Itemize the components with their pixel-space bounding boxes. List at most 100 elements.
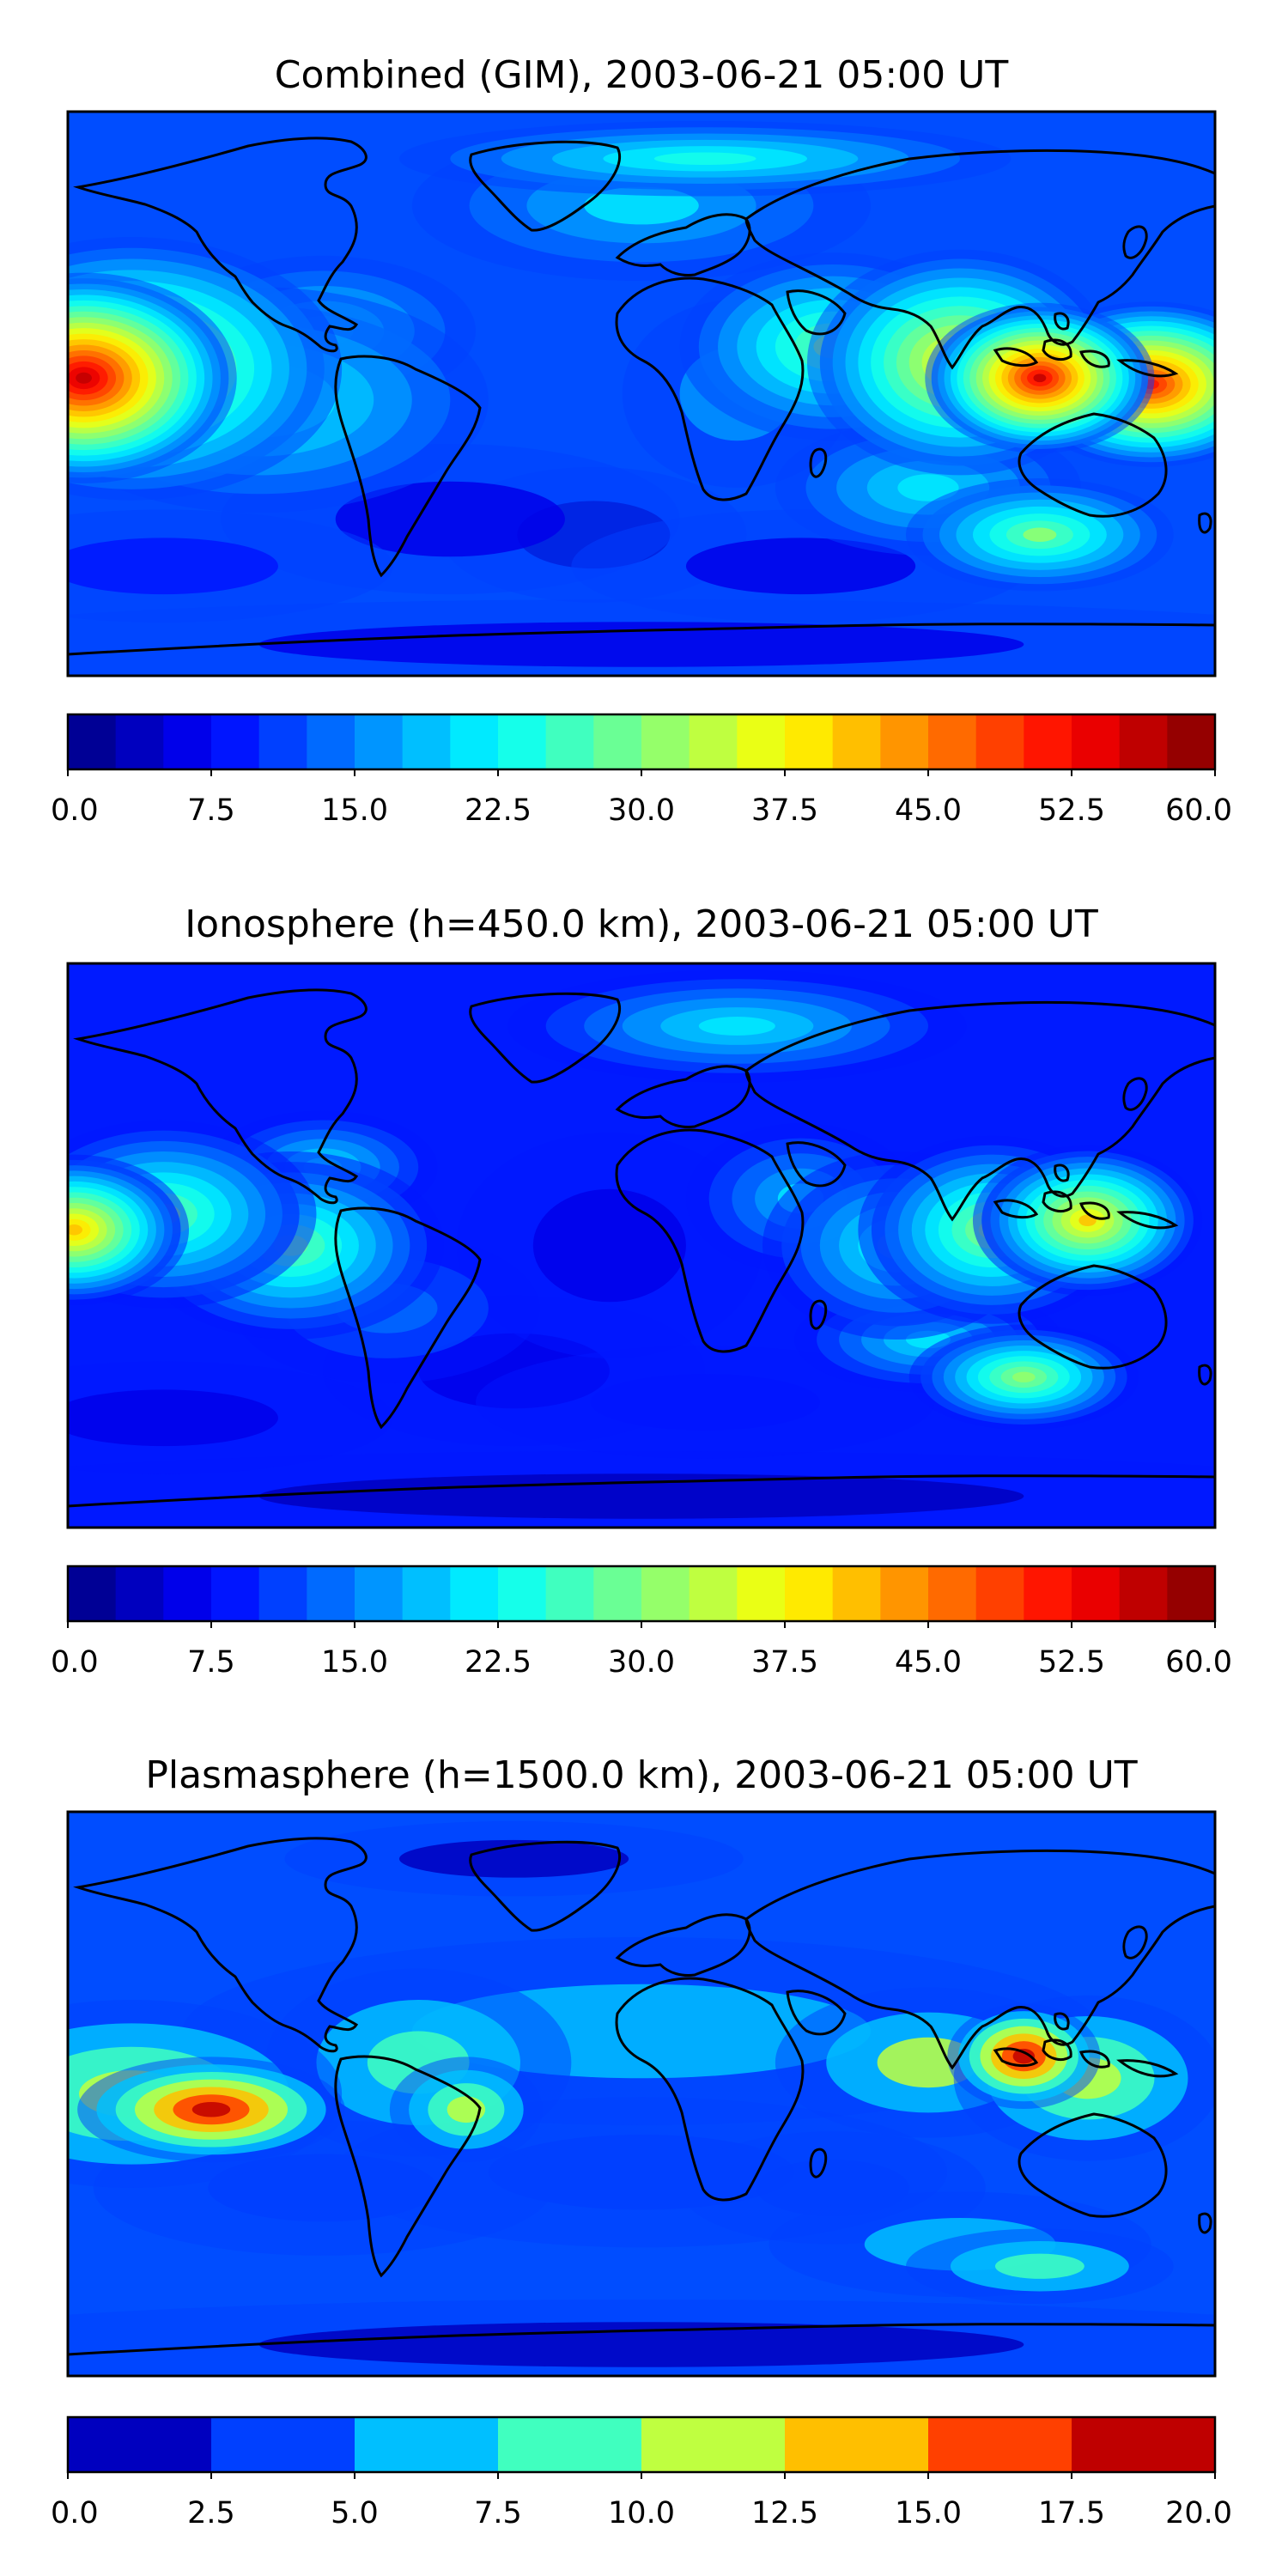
colorbar-segment xyxy=(975,1566,1024,1621)
colorbar-tick-label: 22.5 xyxy=(465,793,532,828)
colorbar-segment xyxy=(928,2417,1072,2472)
colorbar-segment xyxy=(1119,714,1168,769)
colorbar-segment xyxy=(545,1566,594,1621)
colorbar-segment xyxy=(68,714,117,769)
colorbar-segment xyxy=(641,2417,786,2472)
contour-level xyxy=(653,152,756,166)
contour-level xyxy=(68,1389,278,1447)
colorbar-tick-label: 12.5 xyxy=(751,2496,818,2530)
contour-level xyxy=(1012,1371,1036,1382)
contour-level xyxy=(1012,2048,1036,2064)
colorbar-segment xyxy=(641,1566,690,1621)
colorbar-segment xyxy=(258,714,307,769)
map-frame xyxy=(66,110,1217,677)
map-frame xyxy=(66,962,1217,1529)
colorbar-segment xyxy=(545,714,594,769)
colorbar-tick-label: 37.5 xyxy=(751,1645,818,1680)
colorbar-segment xyxy=(211,1566,260,1621)
colorbar-tick-label: 15.0 xyxy=(321,793,388,828)
colorbar-tick-label: 45.0 xyxy=(895,1645,962,1680)
colorbar-segment xyxy=(785,2417,929,2472)
colorbar-segment xyxy=(928,1566,977,1621)
colorbar-tick-label: 0.0 xyxy=(51,793,99,828)
colorbar-tick-label: 37.5 xyxy=(751,793,818,828)
colorbar-segment xyxy=(258,1566,307,1621)
contour-level xyxy=(685,538,916,595)
colorbar-segment xyxy=(593,1566,642,1621)
contour-level xyxy=(1033,374,1047,383)
contour-level xyxy=(258,2322,1024,2367)
colorbar-tick-label: 0.0 xyxy=(51,1645,99,1680)
map-frame xyxy=(66,1810,1217,2378)
colorbar-segment xyxy=(115,714,164,769)
colorbar-segment xyxy=(832,1566,881,1621)
map-panel xyxy=(66,962,1217,1529)
colorbar-tick-label: 60.0 xyxy=(1165,793,1232,828)
colorbar xyxy=(66,1564,1217,1623)
colorbar xyxy=(66,2415,1217,2474)
colorbar-segment xyxy=(593,714,642,769)
colorbar-segment xyxy=(307,1566,355,1621)
colorbar-segment xyxy=(641,714,690,769)
contour-level xyxy=(584,186,699,225)
colorbar-tick-label: 30.0 xyxy=(608,793,675,828)
contour-level xyxy=(335,481,565,557)
contour-level xyxy=(532,1188,686,1303)
colorbar-tick-label: 10.0 xyxy=(608,2496,675,2530)
colorbar-segment xyxy=(1167,1566,1216,1621)
colorbar-segment xyxy=(785,714,834,769)
contour-level xyxy=(76,372,92,384)
colorbar-segment xyxy=(1167,714,1216,769)
colorbar-segment xyxy=(498,2417,642,2472)
contour-level xyxy=(1023,527,1057,542)
contour-level xyxy=(398,1839,629,1878)
contour-level xyxy=(698,1017,775,1036)
colorbar-tick-label: 5.0 xyxy=(331,2496,379,2530)
colorbar-tick-label: 15.0 xyxy=(895,2496,962,2530)
colorbar-segment xyxy=(115,1566,164,1621)
colorbar-tick-label: 17.5 xyxy=(1038,2496,1105,2530)
contour-field xyxy=(68,120,1215,676)
colorbar-segment xyxy=(832,714,881,769)
colorbar-segment xyxy=(68,2417,212,2472)
colorbar-segment xyxy=(1119,1566,1168,1621)
colorbar-segment xyxy=(1072,1566,1121,1621)
colorbar-segment xyxy=(355,2417,499,2472)
panel-title: Combined (GIM), 2003-06-21 05:00 UT xyxy=(275,53,1009,97)
colorbar-tick-label: 30.0 xyxy=(608,1645,675,1680)
colorbar-tick-label: 7.5 xyxy=(187,1645,235,1680)
panel-title: Ionosphere (h=450.0 km), 2003-06-21 05:0… xyxy=(185,902,1098,946)
colorbar-tick-label: 2.5 xyxy=(187,2496,235,2530)
contour-level xyxy=(897,474,959,501)
colorbar-segment xyxy=(1072,2417,1216,2472)
colorbar-segment xyxy=(928,714,977,769)
colorbar-segment xyxy=(880,714,929,769)
colorbar-segment xyxy=(402,714,451,769)
map-panel xyxy=(66,110,1217,677)
contour-level xyxy=(590,1374,820,1431)
colorbar-segment xyxy=(307,714,355,769)
colorbar-segment xyxy=(737,714,786,769)
contour-level xyxy=(68,538,278,595)
map-panel xyxy=(66,1810,1217,2378)
colorbar-tick-label: 60.0 xyxy=(1165,1645,1232,1680)
colorbar-segment xyxy=(355,1566,404,1621)
colorbar-tick-label: 52.5 xyxy=(1038,1645,1105,1680)
contour-level xyxy=(258,622,1024,667)
colorbar-tick-label: 7.5 xyxy=(187,793,235,828)
colorbar-segment xyxy=(498,1566,547,1621)
colorbar-tick-label: 45.0 xyxy=(895,793,962,828)
contour-level xyxy=(191,2101,231,2117)
colorbar-segment xyxy=(689,714,738,769)
colorbar-tick-label: 52.5 xyxy=(1038,793,1105,828)
colorbar-segment xyxy=(163,714,212,769)
contour-level xyxy=(68,1224,82,1236)
colorbar-tick-label: 22.5 xyxy=(465,1645,532,1680)
colorbar-segment xyxy=(211,714,260,769)
colorbar-tick-label: 7.5 xyxy=(474,2496,522,2530)
colorbar-segment xyxy=(68,1566,117,1621)
colorbar-segment xyxy=(402,1566,451,1621)
contour-field xyxy=(68,1820,1215,2376)
contour-level xyxy=(994,2253,1084,2279)
